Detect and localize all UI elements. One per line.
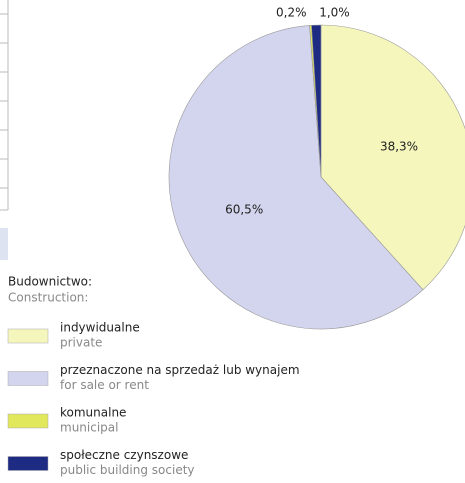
- table-edge: [0, 0, 9, 260]
- legend-label-en: for sale or rent: [60, 378, 149, 392]
- slice-label: 38,3%: [380, 139, 418, 153]
- slice-label: 60,5%: [225, 202, 263, 216]
- legend-label: indywidualne: [60, 321, 140, 335]
- legend-title: Budownictwo:: [8, 275, 92, 289]
- legend-label-en: municipal: [60, 421, 118, 435]
- legend-label: przeznaczone na sprzedaż lub wynajem: [60, 363, 300, 377]
- legend-swatch: [7, 456, 49, 471]
- legend-swatch: [7, 371, 49, 386]
- legend-label-en: public building society: [60, 463, 195, 477]
- legend-label: komunalne: [60, 406, 126, 420]
- slice-label: 1,0%: [319, 6, 350, 20]
- pie-slice: [320, 24, 465, 291]
- pie-slice: [168, 25, 424, 330]
- legend-swatch: [7, 413, 49, 429]
- legend-label: społeczne czynszowe: [60, 448, 188, 462]
- legend-subtitle: Construction:: [8, 291, 88, 305]
- pie-slice: [311, 24, 322, 178]
- slice-label: 0,2%: [276, 6, 307, 20]
- legend-swatch: [7, 328, 49, 344]
- legend-label-en: private: [60, 336, 102, 350]
